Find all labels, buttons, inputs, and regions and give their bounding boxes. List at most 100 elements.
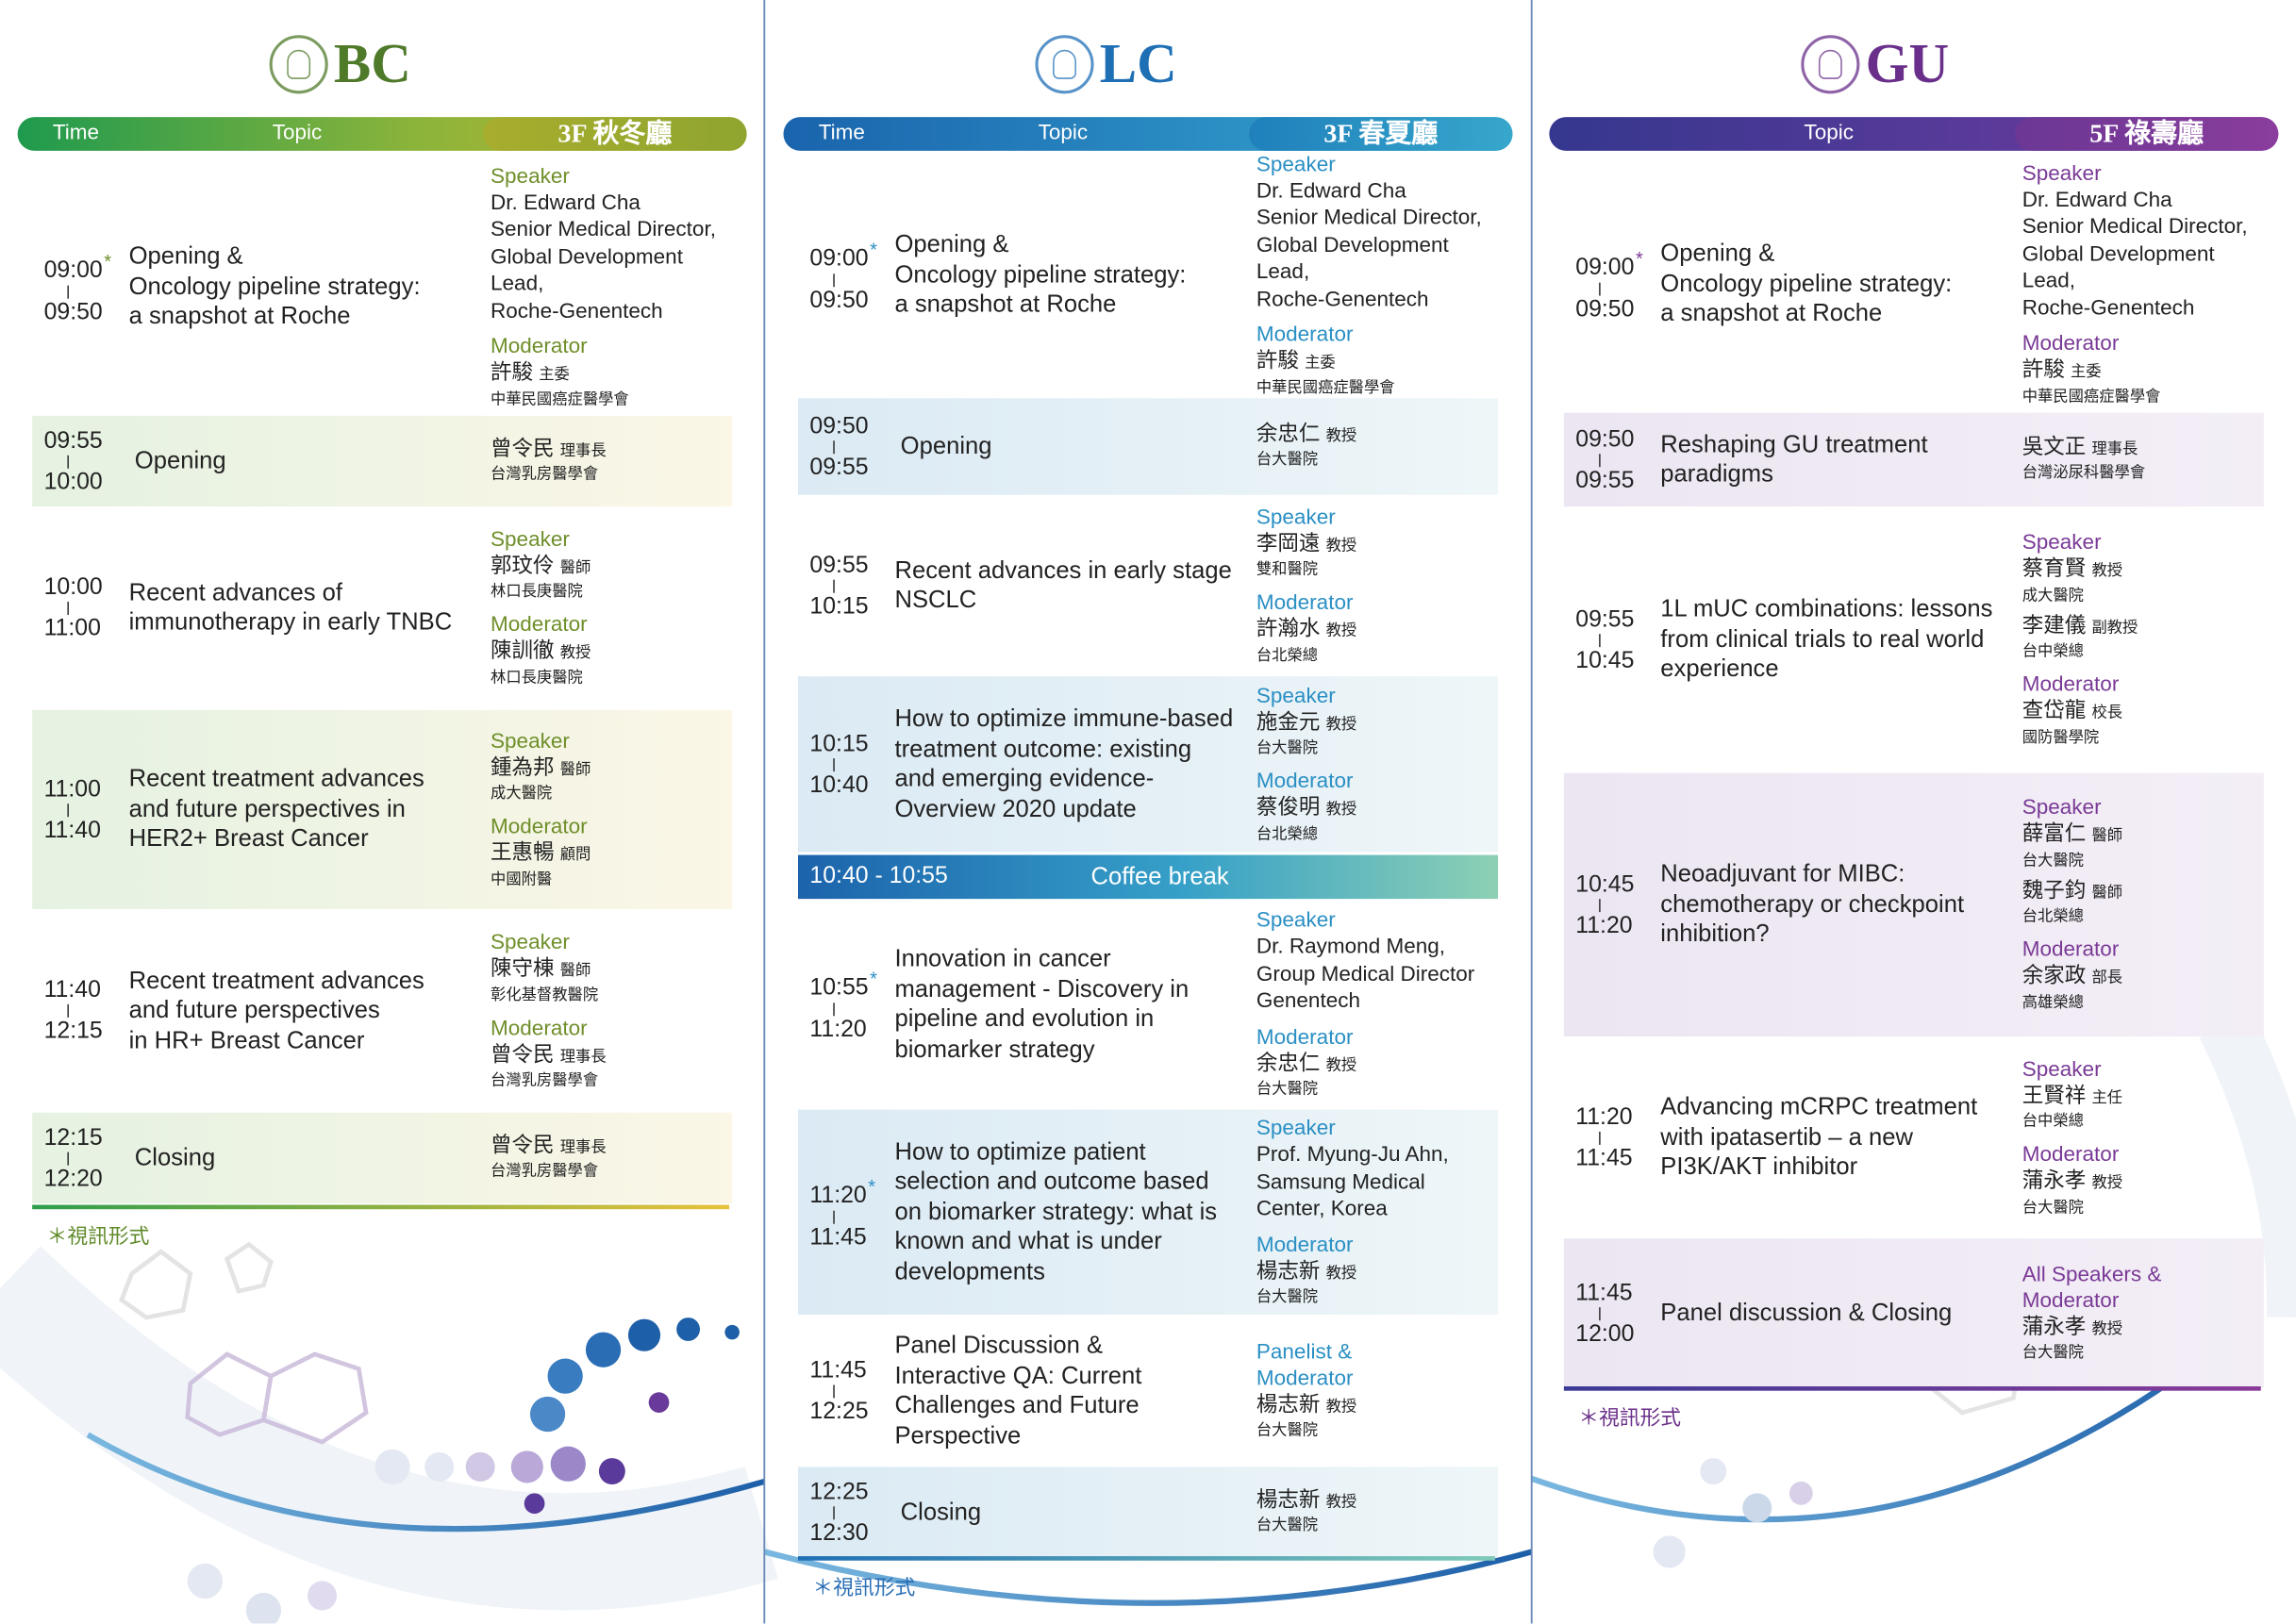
person-line: 陳訓徹 教授 — [491, 638, 591, 667]
person-name: 許駿 — [491, 361, 534, 386]
time-tick — [67, 803, 69, 817]
time-tick — [1599, 282, 1601, 296]
time-start: 12:25 — [809, 1480, 868, 1504]
person-name: Dr. Edward Cha Senior Medical Director, … — [2021, 188, 2248, 321]
topic-cell: Opening — [135, 416, 226, 506]
person-title: 教授 — [2091, 562, 2123, 581]
person-name: 曾令民 — [491, 1134, 555, 1158]
person: 余忠仁 教授 台大醫院 — [1256, 1051, 1474, 1102]
person-name: 余忠仁 — [1256, 423, 1321, 447]
roles-block: Speaker 郭玟伶 醫師 林口長庚醫院 Moderator 陳訓徹 教授 林口長庚醫院 — [491, 526, 591, 688]
header-room-bg — [2014, 117, 2279, 151]
role-label: Moderator — [2021, 1143, 2120, 1168]
person-title: 教授 — [2091, 1173, 2123, 1192]
time-block: 10:15 10:40 — [809, 731, 868, 797]
time-tick — [1599, 898, 1601, 912]
role-label: Moderator — [1256, 323, 1354, 347]
role-label: Moderator — [1256, 770, 1354, 794]
person-title: 醫師 — [559, 558, 591, 576]
role: Moderator 許瀚水 教授 台北榮總 — [1256, 590, 1356, 667]
role: Speaker 郭玟伶 醫師 林口長庚醫院 — [491, 526, 591, 603]
person-name: 薛富仁 — [2021, 822, 2087, 847]
person-name: 楊志新 — [1256, 1488, 1321, 1513]
topic-cell: Panel Discussion & Interactive QA: Curre… — [894, 1320, 1141, 1461]
person-org: 成大醫院 — [2021, 587, 2084, 605]
time-cell: 09:50 09:55 — [809, 398, 868, 494]
time-start: 11:45 — [809, 1358, 868, 1383]
time-tick — [1599, 453, 1601, 467]
topic-cell: Opening — [901, 398, 992, 494]
topic: How to optimize patient selection and ou… — [894, 1138, 1218, 1285]
roles-cell: 曾令民 理事長 台灣乳房醫學會 — [491, 416, 607, 506]
person-title: 校長 — [2091, 704, 2123, 722]
topic-cell: Closing — [135, 1113, 215, 1203]
person: 王賢祥 主任 台中榮總 — [2022, 1083, 2122, 1134]
person-name: 余家政 — [2021, 965, 2087, 989]
person-line: 許瀚水 教授 — [1256, 617, 1356, 645]
start-time: 09:55 — [43, 428, 103, 454]
topic: Reshaping GU treatment paradigms — [1660, 431, 1928, 488]
session-row: 11:45 12:00 Panel discussion & Closing All … — [1563, 1238, 2264, 1388]
person: Dr. Edward Cha Senior Medical Director, … — [1256, 178, 1498, 314]
bottom-rule — [32, 1204, 730, 1210]
session-row: 11:20 * 11:45 How to optimize patient selec… — [798, 1109, 1499, 1315]
time-block: 09:50 09:55 — [809, 414, 868, 480]
time-block: 11:45 12:25 — [809, 1358, 868, 1424]
start-time: 11:20 — [1575, 1104, 1633, 1130]
person-title: 理事長 — [559, 441, 607, 460]
footnote: ＊視訊形式 — [812, 1575, 916, 1599]
roles-cell: Speaker Dr. Edward Cha Senior Medical Dir… — [491, 164, 732, 410]
role: Moderator 余忠仁 教授 台大醫院 — [1256, 1024, 1474, 1101]
header-room: 3F 春夏廳 — [1323, 118, 1439, 148]
time-start: 09:50 — [809, 414, 868, 439]
person-line: 李建儀 副教授 — [2022, 613, 2138, 641]
roles-cell: Speaker 郭玟伶 醫師 林口長庚醫院 Moderator 陳訓徹 教授 林口長庚醫院 — [491, 512, 591, 703]
roles-cell: 吳文正 理事長 台灣泌尿科醫學會 — [2022, 413, 2145, 506]
topic-cell: Innovation in cancer management - Discov… — [894, 904, 1189, 1103]
session-row: 09:00 * 09:50 Opening & Oncology pipeline s… — [32, 164, 732, 410]
time-start: 09:55 — [809, 553, 868, 577]
time-start: 09:00 * — [809, 238, 877, 273]
roles-cell: All Speakers & Moderator 蒲永孝 教授 台大醫院 — [2022, 1238, 2162, 1387]
role-label: Speaker — [2021, 796, 2102, 820]
person-line: 蒲永孝 教授 — [2022, 1168, 2122, 1197]
session-row: 11:20 11:45 Advancing mCRPC treatment with… — [1564, 1042, 2264, 1233]
column-logo — [1801, 35, 1860, 94]
time-tick — [833, 273, 835, 287]
topic-cell: 1L mUC combinations: lessons from clinic… — [1660, 515, 1992, 764]
person: 楊志新 教授 台大醫院 — [1256, 1392, 1356, 1443]
topic-cell: Panel discussion & Closing — [1660, 1238, 1952, 1387]
time-block: 11:20 11:45 — [1575, 1104, 1632, 1170]
time-block: 09:55 10:45 — [1575, 606, 1634, 672]
topic-cell: Opening & Oncology pipeline strategy: a … — [1660, 164, 1952, 405]
role: Moderator 查岱龍 校長 國防醫學院 — [2022, 672, 2138, 749]
time-block: 09:50 09:55 — [1575, 426, 1634, 492]
person: 楊志新 教授 台大醫院 — [1256, 1487, 1356, 1538]
start-time: 12:25 — [809, 1479, 869, 1504]
start-time: 11:45 — [809, 1357, 867, 1384]
person-name: 魏子鈞 — [2021, 879, 2087, 903]
person: 許駿 主委 中華民國癌症醫學會 — [1256, 348, 1498, 399]
person-org: 台灣泌尿科醫學會 — [2021, 464, 2146, 483]
time-block: 09:55 10:15 — [809, 553, 868, 619]
person-line: 曾令民 理事長 — [491, 436, 607, 464]
start-time: 12:15 — [43, 1124, 103, 1151]
role: Speaker Dr. Raymond Meng, Group Medical D… — [1256, 907, 1474, 1015]
role: Moderator 許駿 主委 中華民國癌症醫學會 — [1256, 323, 1498, 399]
role-label: Speaker — [1256, 505, 1336, 530]
topic-cell: Advancing mCRPC treatment with ipatasert… — [1660, 1042, 1977, 1233]
roles-cell: Speaker 李岡遠 教授 雙和醫院 Moderator 許瀚水 教授 台北榮總 — [1256, 501, 1356, 671]
break-topic: Coffee break — [1090, 855, 1228, 900]
person-name: 蔡育賢 — [2021, 557, 2087, 582]
roles-cell: Speaker 施金元 教授 台大醫院 Moderator 蔡俊明 教授 台北榮總 — [1256, 676, 1356, 852]
end-time: 11:45 — [1575, 1145, 1633, 1171]
time-start: 10:45 — [1575, 871, 1634, 896]
person: 蔡育賢 教授 成大醫院 — [2022, 556, 2138, 607]
person-org: 台大醫院 — [2021, 1198, 2084, 1217]
person-title: 教授 — [1325, 1264, 1357, 1283]
person-name: 蒲永孝 — [2021, 1316, 2087, 1339]
time-block: 11:40 12:15 — [44, 978, 103, 1044]
roles-block: 曾令民 理事長 台灣乳房醫學會 — [491, 1133, 607, 1184]
person: 許瀚水 教授 台北榮總 — [1256, 617, 1356, 668]
roles-cell: Speaker 王賢祥 主任 台中榮總 Moderator 蒲永孝 教授 台大醫院 — [2022, 1042, 2122, 1233]
